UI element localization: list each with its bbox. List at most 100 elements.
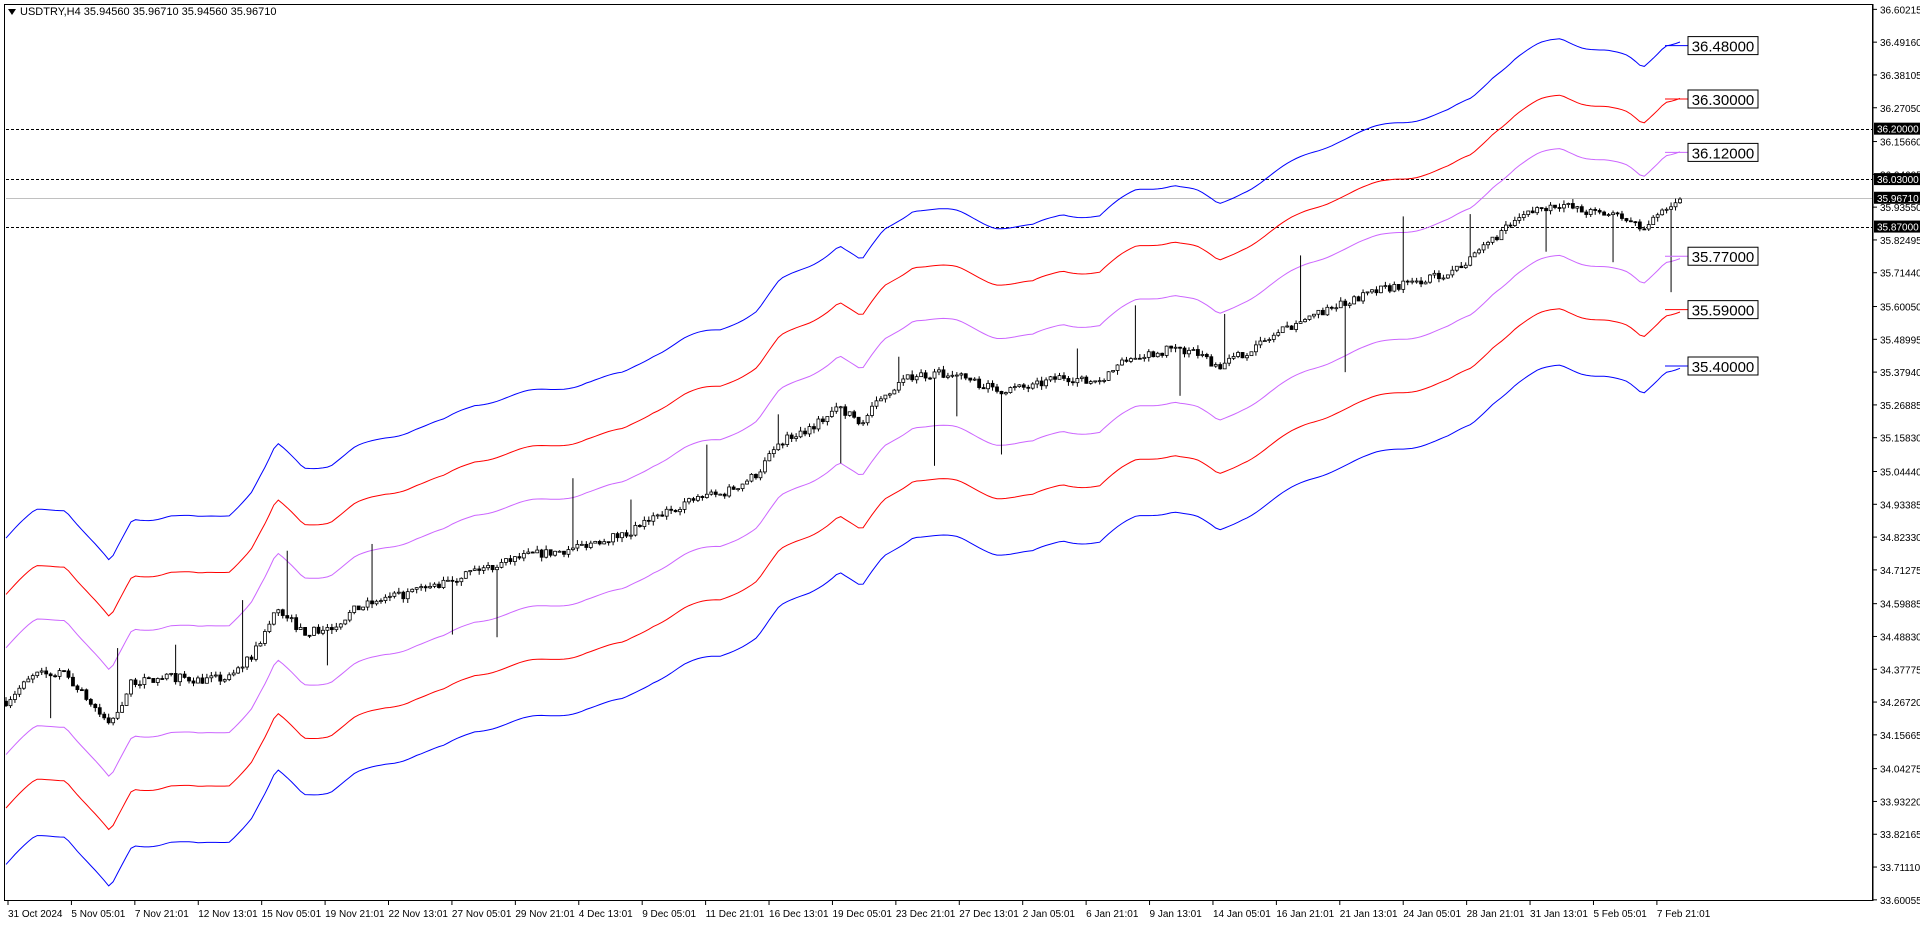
candle bbox=[454, 578, 459, 586]
candle-body bbox=[1200, 354, 1205, 356]
candle bbox=[294, 614, 299, 633]
candle bbox=[1664, 207, 1669, 214]
band-line-lower-middle bbox=[5, 308, 1681, 831]
candle-body bbox=[1651, 216, 1656, 225]
price-tag-box bbox=[1874, 173, 1920, 186]
candle bbox=[182, 671, 187, 679]
candle-body bbox=[160, 678, 165, 680]
chart-title-text: USDTRY,H4 35.94560 35.96710 35.94560 35.… bbox=[20, 6, 277, 18]
candle bbox=[142, 673, 147, 689]
candle-body bbox=[1410, 280, 1415, 283]
candle-body bbox=[1280, 326, 1285, 334]
candle-body bbox=[1124, 359, 1129, 362]
candle-body bbox=[959, 373, 964, 376]
candle-body bbox=[1490, 236, 1495, 243]
time-tick-label: 7 Nov 21:01 bbox=[135, 909, 189, 920]
candle-body bbox=[1240, 352, 1245, 359]
candle bbox=[1651, 215, 1656, 225]
candle-body bbox=[120, 705, 124, 713]
candle-body bbox=[1222, 362, 1227, 370]
dropdown-triangle-icon[interactable] bbox=[8, 9, 16, 16]
candle-body bbox=[1383, 285, 1388, 288]
candle-body bbox=[1021, 384, 1026, 388]
candle-body bbox=[218, 674, 223, 682]
candle-body bbox=[124, 693, 129, 706]
candle-body bbox=[937, 369, 941, 373]
candle-body bbox=[62, 670, 66, 672]
candle-body bbox=[1508, 224, 1513, 227]
candle bbox=[1437, 270, 1441, 283]
candle-body bbox=[923, 372, 928, 379]
candle-body bbox=[691, 498, 696, 501]
candle bbox=[990, 380, 995, 391]
candle-body bbox=[1035, 380, 1040, 385]
price-tick-label: 34.37775 bbox=[1880, 665, 1920, 676]
candle bbox=[615, 531, 620, 542]
candle bbox=[106, 713, 111, 725]
candle-body bbox=[321, 629, 325, 634]
candle bbox=[932, 368, 937, 466]
candle bbox=[1079, 375, 1084, 382]
candle bbox=[1655, 212, 1660, 222]
candle bbox=[829, 406, 834, 418]
candle bbox=[276, 608, 281, 617]
candle bbox=[263, 629, 267, 646]
candle-body bbox=[999, 390, 1004, 395]
candle-body bbox=[325, 627, 330, 631]
candle bbox=[62, 670, 66, 673]
candle bbox=[1191, 347, 1196, 351]
price-tick-label: 34.71275 bbox=[1880, 566, 1920, 577]
candle bbox=[1012, 383, 1017, 391]
candle-body bbox=[1097, 380, 1102, 383]
candle-body bbox=[1137, 357, 1142, 360]
candle-body bbox=[1414, 280, 1419, 283]
time-tick-label: 16 Jan 21:01 bbox=[1276, 909, 1334, 920]
candle-body bbox=[1584, 211, 1589, 215]
candle-body bbox=[1236, 352, 1240, 357]
candle-body bbox=[374, 600, 379, 605]
candle-body bbox=[1231, 356, 1236, 359]
candle bbox=[1200, 350, 1205, 358]
candle-body bbox=[35, 671, 40, 677]
candle-body bbox=[856, 416, 861, 425]
candle bbox=[521, 549, 526, 562]
candle bbox=[928, 376, 932, 380]
candle bbox=[35, 671, 40, 678]
candle bbox=[463, 570, 468, 579]
candle-body bbox=[517, 556, 522, 559]
candle-body bbox=[1294, 323, 1298, 330]
candle bbox=[356, 605, 361, 611]
candle-body bbox=[1120, 359, 1124, 366]
price-tick-label: 35.48995 bbox=[1880, 335, 1920, 346]
candle bbox=[1111, 370, 1115, 373]
candle bbox=[981, 383, 986, 390]
candle-body bbox=[1548, 204, 1553, 212]
candle-body bbox=[696, 496, 700, 501]
candle-body bbox=[562, 550, 566, 555]
candle-body bbox=[633, 525, 638, 536]
candle-body bbox=[713, 491, 718, 495]
candle bbox=[1508, 222, 1513, 228]
candle bbox=[954, 372, 959, 417]
candle bbox=[937, 367, 941, 376]
candle bbox=[254, 641, 258, 662]
candle-body bbox=[539, 549, 544, 558]
candle-body bbox=[44, 670, 49, 675]
candle bbox=[21, 680, 26, 690]
candle bbox=[1606, 213, 1611, 217]
candle-body bbox=[1379, 285, 1383, 294]
candle bbox=[637, 524, 642, 528]
candle-body bbox=[1646, 224, 1651, 230]
band-label-box bbox=[1687, 356, 1759, 376]
time-tick-label: 22 Nov 13:01 bbox=[389, 909, 449, 920]
candle bbox=[754, 473, 758, 480]
candle-body bbox=[1504, 224, 1508, 231]
candle-body bbox=[129, 679, 133, 695]
candle bbox=[437, 581, 441, 589]
candle-body bbox=[1008, 387, 1013, 393]
candle-body bbox=[571, 547, 575, 550]
candle bbox=[26, 675, 31, 683]
candle bbox=[236, 665, 241, 674]
candle bbox=[200, 673, 205, 684]
